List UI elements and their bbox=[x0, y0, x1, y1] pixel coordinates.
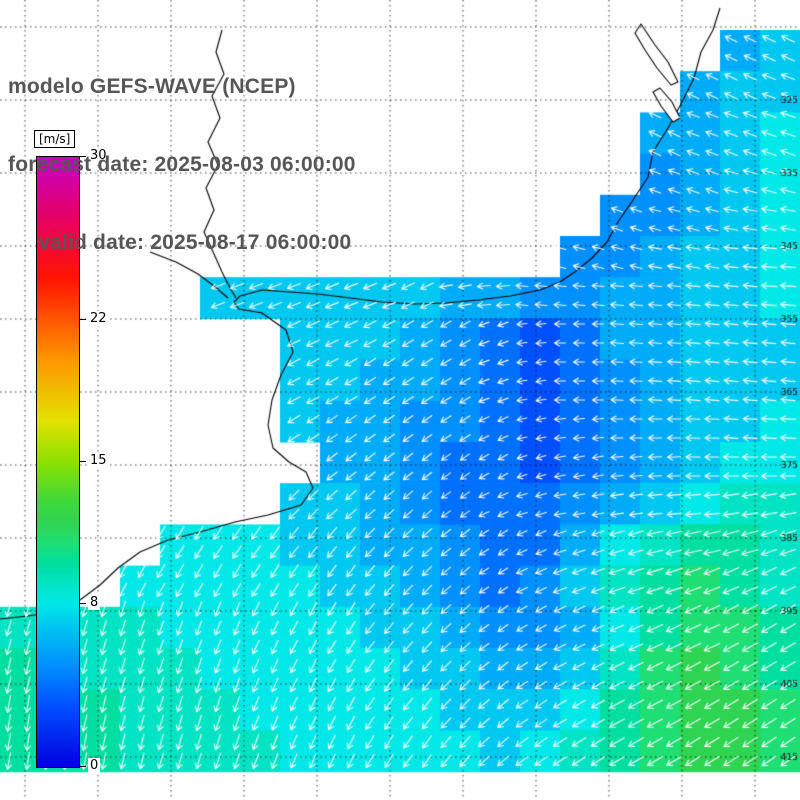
colorbar-tick-label: 22 bbox=[88, 310, 109, 326]
colorbar-tick-mark bbox=[80, 318, 86, 320]
model-title: modelo GEFS-WAVE (NCEP) bbox=[8, 75, 296, 98]
colorbar: [m/s] 30 22 15 8 0 bbox=[34, 130, 154, 790]
forecast-date-label: forecast date: 2025-08-03 06:00:00 bbox=[8, 153, 356, 176]
colorbar-tick-mark bbox=[80, 603, 86, 605]
map-title-block: modelo GEFS-WAVE (NCEP) forecast date: 2… bbox=[8, 22, 356, 308]
colorbar-tick-mark bbox=[80, 461, 86, 462]
colorbar-tick-mark bbox=[80, 766, 86, 767]
colorbar-tick-mark bbox=[80, 156, 86, 157]
colorbar-unit-label: [m/s] bbox=[34, 130, 76, 148]
colorbar-tick-label: 30 bbox=[88, 148, 109, 163]
colorbar-gradient bbox=[36, 156, 80, 768]
colorbar-tick-label: 0 bbox=[88, 758, 101, 773]
colorbar-tick-label: 15 bbox=[88, 453, 109, 468]
valid-date-label: valid date: 2025-08-17 06:00:00 bbox=[8, 231, 352, 254]
colorbar-tick-label: 8 bbox=[88, 595, 101, 611]
